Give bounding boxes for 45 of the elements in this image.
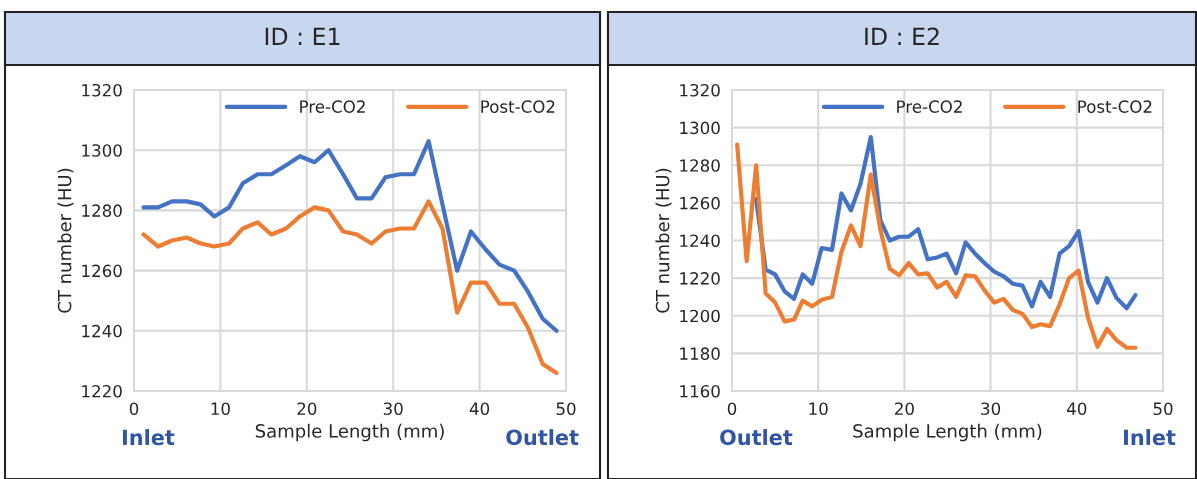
- x-tick-label: 10: [211, 402, 230, 416]
- legend-label: Post-CO2: [1078, 100, 1152, 113]
- y-tick-label: 1280: [82, 204, 122, 217]
- y-tick-label: 1200: [680, 309, 720, 323]
- x-axis-title: Sample Length (mm): [255, 423, 444, 442]
- text: Inlet: [1124, 429, 1176, 446]
- x-tick-label: 40: [469, 402, 490, 416]
- legend-label: Post-CO2: [481, 100, 555, 113]
- text: Outlet: [720, 429, 793, 446]
- y-axis-title: CT number (HU): [57, 168, 74, 313]
- y-tick-label: 1220: [680, 272, 720, 285]
- y-tick-label: 1280: [680, 159, 720, 172]
- x-tick-label: 40: [1067, 402, 1087, 416]
- y-tick-label: 1220: [82, 384, 122, 398]
- line-series: [141, 139, 559, 333]
- line-series: [735, 142, 1138, 350]
- chart-title: ID : E1: [265, 27, 340, 46]
- x-tick-label: 50: [1153, 402, 1173, 416]
- x-tick-label: 0: [727, 402, 737, 416]
- x-tick-label: 30: [383, 402, 403, 416]
- text: Outlet: [506, 429, 579, 446]
- chart-title: ID : E2: [865, 27, 939, 46]
- x-tick-label: 20: [297, 402, 317, 416]
- y-axis-title: CT number (HU): [655, 168, 672, 313]
- y-tick-label: 1240: [82, 324, 122, 338]
- y-tick-label: 1300: [680, 121, 720, 135]
- y-tick-label: 1300: [82, 144, 122, 157]
- x-tick-label: 30: [981, 402, 1001, 416]
- y-tick-label: 1320: [680, 83, 720, 97]
- text: Inlet: [122, 429, 175, 446]
- y-tick-label: 1160: [680, 384, 720, 398]
- legend-label: Pre-CO2: [897, 100, 962, 113]
- line-series: [141, 199, 559, 376]
- x-tick-label: 20: [895, 402, 914, 416]
- x-tick-label: 10: [809, 402, 828, 416]
- x-axis-title: Sample Length (mm): [853, 423, 1042, 442]
- y-tick-label: 1320: [82, 83, 122, 97]
- x-tick-label: 50: [556, 402, 576, 416]
- y-tick-label: 1180: [680, 347, 720, 360]
- y-tick-label: 1260: [680, 196, 720, 210]
- legend-label: Pre-CO2: [300, 100, 365, 113]
- line-series: [754, 134, 1138, 311]
- y-tick-label: 1240: [680, 234, 720, 248]
- y-tick-label: 1260: [82, 264, 122, 278]
- x-tick-label: 0: [129, 402, 139, 416]
